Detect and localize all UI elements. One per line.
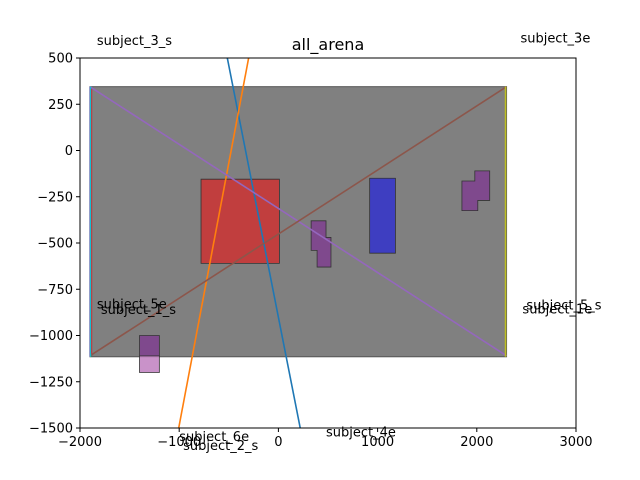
y-tick-label: −500 [37, 237, 73, 252]
x-tick-label: 2000 [460, 435, 493, 450]
annotation-label: subject_3e [520, 31, 590, 46]
x-tick-label: 0 [274, 435, 282, 450]
obstacle-2 [369, 177, 396, 254]
x-tick-label: −2000 [58, 435, 102, 450]
series-line-6 [89, 86, 507, 357]
annotation-label: subject_3_s [97, 34, 172, 49]
annotation-label: subject_4e [326, 425, 396, 440]
series-line-2 [177, 58, 250, 428]
obstacle-5 [139, 335, 160, 357]
y-tick-label: 500 [48, 52, 73, 67]
annotation-label: subject_1_s [101, 303, 176, 318]
annotation-label: subject_5_s [526, 299, 601, 314]
y-tick-label: −1500 [29, 422, 73, 437]
y-tick-label: −1000 [29, 329, 73, 344]
annotation-label: subject_1e [522, 302, 592, 317]
obstacle-4 [461, 170, 491, 212]
y-tick-label: 250 [48, 98, 73, 113]
annotation-label: subject_2_s [183, 439, 258, 454]
x-tick-label: 3000 [559, 435, 592, 450]
obstacle-1 [200, 178, 280, 264]
y-tick-label: −250 [37, 190, 73, 205]
annotation-label: subject_6e [179, 430, 249, 445]
chart-title: all_arena [292, 35, 365, 55]
y-tick-label: −1250 [29, 375, 73, 390]
x-tick-label: 1000 [361, 435, 394, 450]
annotation-label: subject_5e [97, 298, 167, 313]
y-tick-label: −750 [37, 283, 73, 298]
x-tick-label: −1000 [157, 435, 201, 450]
obstacle-6 [139, 355, 160, 373]
y-tick-label: 0 [65, 144, 73, 159]
